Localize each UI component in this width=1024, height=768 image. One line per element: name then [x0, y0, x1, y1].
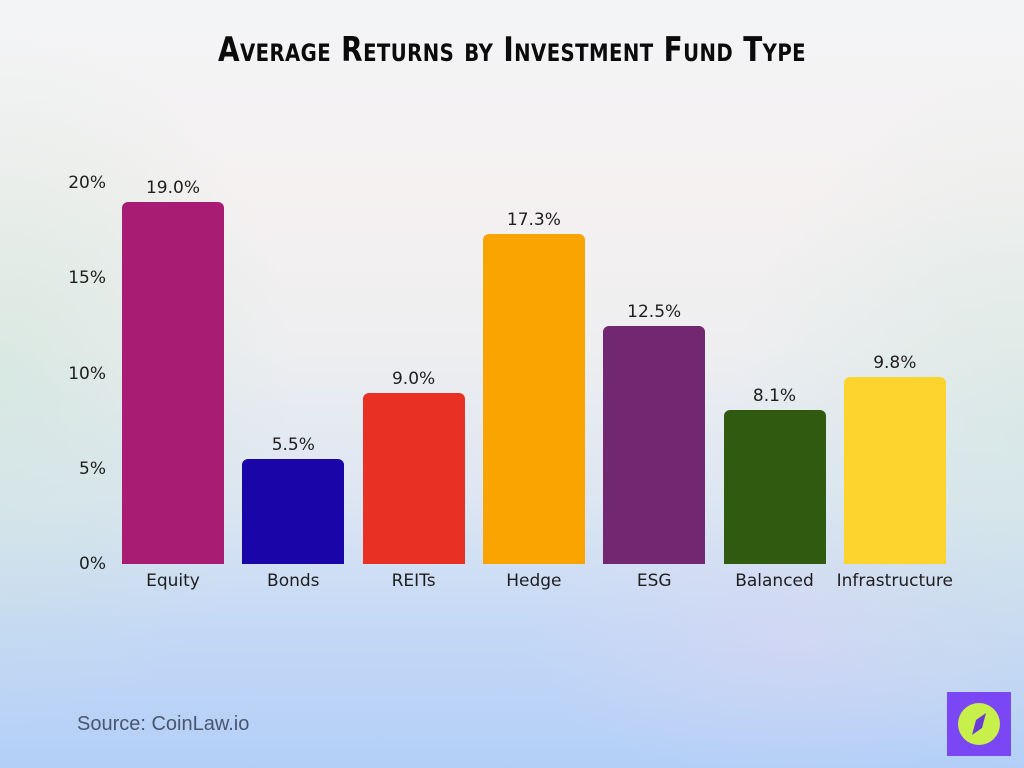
- value-label: 19.0%: [145, 178, 200, 199]
- value-label: 9.0%: [391, 368, 436, 389]
- bar-esg: [603, 325, 706, 564]
- x-category-label: Bonds: [267, 571, 320, 591]
- bar-equity: [122, 202, 224, 564]
- source-note: Source: CoinLaw.io: [77, 713, 250, 735]
- bar-hedge: [482, 234, 585, 564]
- value-label: 9.8%: [873, 353, 917, 374]
- value-label: 8.1%: [752, 385, 797, 406]
- value-label: 5.5%: [271, 435, 315, 456]
- compass-icon: [958, 703, 1000, 745]
- value-label: 12.5%: [627, 301, 682, 322]
- y-tick-label: 10%: [68, 363, 106, 384]
- value-label: 17.3%: [506, 210, 561, 231]
- x-category-label: Hedge: [506, 571, 562, 591]
- bar-reits: [362, 392, 465, 564]
- y-tick-label: 0%: [79, 554, 106, 574]
- y-tick-label: 20%: [68, 173, 106, 193]
- bar-infrastructure: [843, 377, 946, 564]
- chart-title: Average Returns by Investment Fund Type: [217, 30, 807, 70]
- x-category-label: Equity: [146, 571, 200, 591]
- y-tick-label: 5%: [79, 458, 106, 479]
- y-tick-label: 15%: [68, 268, 106, 289]
- x-category-label: REITs: [391, 571, 436, 591]
- bar-bonds: [242, 459, 345, 564]
- x-category-label: Infrastructure: [836, 571, 953, 591]
- bar-balanced: [723, 409, 826, 564]
- brand-logo: [947, 692, 1011, 756]
- x-category-label: Balanced: [735, 571, 814, 591]
- x-category-label: ESG: [636, 571, 672, 591]
